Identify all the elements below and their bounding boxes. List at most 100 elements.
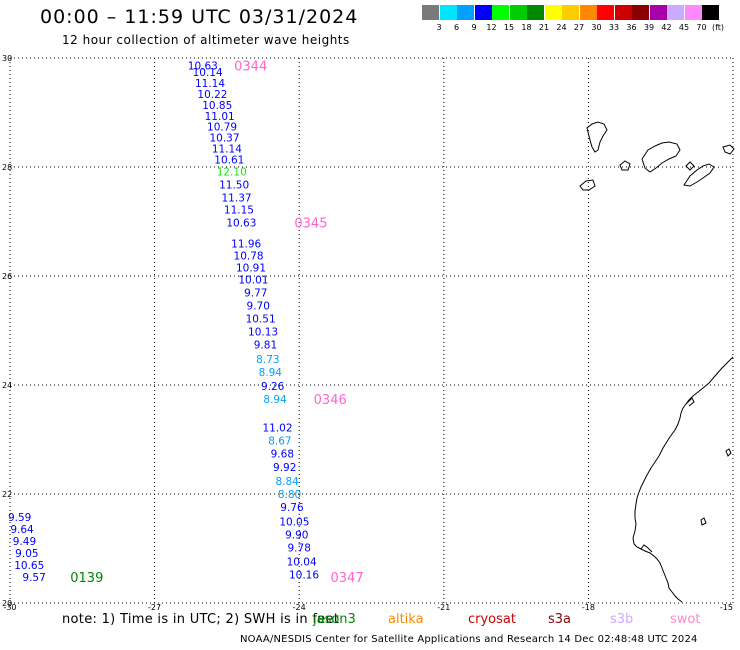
legend-label: 70 — [696, 23, 707, 32]
wave-height-label: 9.78 — [288, 542, 311, 554]
legend-label: 36 — [626, 23, 637, 32]
color-legend: 3 6 9 12 15 18 21 24 27 30 33 36 39 42 45 70 (ft) — [422, 5, 732, 35]
legend-swatch — [579, 5, 597, 20]
graticule-grid — [9, 57, 734, 604]
wave-height-label: 9.59 — [8, 512, 31, 524]
lat-tick-label: 28 — [2, 163, 12, 172]
satellite-altika: altika — [388, 612, 424, 627]
legend-swatch — [684, 5, 702, 20]
legend-unit: (ft) — [712, 23, 725, 32]
legend-label: 6 — [453, 23, 460, 32]
wave-height-label: 10.22 — [197, 89, 227, 101]
legend-label: 9 — [471, 23, 477, 32]
wave-height-label: 10.63 — [226, 218, 256, 230]
wave-height-label: 10.14 — [193, 67, 223, 79]
legend-swatch — [509, 5, 527, 20]
wave-height-label: 11.14 — [195, 78, 225, 90]
lon-tick-label: -24 — [293, 603, 306, 612]
wave-height-label: 9.57 — [22, 572, 45, 584]
wave-height-label: 9.05 — [15, 548, 38, 560]
satellite-jason3: jason3 — [313, 612, 356, 627]
wave-height-label: 10.79 — [207, 122, 237, 134]
legend-swatch — [702, 5, 719, 20]
wave-height-label: 10.78 — [234, 250, 264, 262]
coastline — [579, 121, 735, 603]
wave-height-label: 9.90 — [285, 529, 308, 541]
wave-height-label: 11.01 — [205, 111, 235, 123]
island-la-palma — [586, 121, 608, 153]
wave-height-label: 8.84 — [275, 476, 299, 488]
legend-label: 3 — [436, 23, 442, 32]
wave-height-label: 11.02 — [262, 423, 292, 435]
wave-height-label: 8.73 — [256, 354, 279, 366]
wave-height-label: 10.13 — [248, 327, 278, 339]
legend-swatch — [649, 5, 667, 20]
lon-tick-label: -21 — [437, 603, 450, 612]
legend-label: 30 — [591, 23, 602, 32]
legend-label: 45 — [678, 23, 690, 32]
lat-tick-label: 26 — [2, 272, 12, 281]
wave-height-label: 11.96 — [231, 238, 261, 250]
pass-time-label: 0345 — [294, 217, 327, 232]
legend-label: 15 — [503, 23, 515, 32]
island-lanzarote — [722, 144, 735, 155]
wave-height-label: 10.91 — [236, 262, 266, 274]
wave-height-label: 12.10 — [217, 166, 247, 178]
legend-label: 27 — [573, 23, 585, 32]
legend-label: 24 — [556, 23, 567, 32]
legend-label: 39 — [643, 23, 655, 32]
lon-tick-label: -30 — [3, 603, 16, 612]
legend-label: 33 — [608, 23, 620, 32]
wave-height-label: 11.14 — [212, 143, 242, 155]
wave-height-label: 9.68 — [271, 449, 294, 461]
map-subtitle: 12 hour collection of altimeter wave hei… — [62, 33, 350, 47]
island-tenerife-east — [685, 161, 695, 171]
wave-height-label: 11.50 — [219, 179, 249, 191]
island-cape-verde-a — [725, 448, 732, 457]
lon-tick-label: -27 — [148, 603, 161, 612]
west-sahara-inlet — [640, 544, 653, 553]
legend-swatch — [439, 5, 457, 20]
legend-label: 42 — [661, 23, 672, 32]
lat-tick-label: 20 — [2, 599, 12, 608]
wave-height-label: 10.61 — [214, 154, 244, 166]
legend-swatch — [614, 5, 632, 20]
legend-swatch — [667, 5, 684, 20]
cape-detail — [685, 397, 695, 407]
legend-swatch — [527, 5, 544, 20]
lon-tick-label: -15 — [720, 603, 733, 612]
lat-tick-label: 22 — [2, 490, 12, 499]
wave-height-label: 11.37 — [222, 193, 252, 205]
pass-time-labels: 0344 0345 0346 0347 0139 — [70, 60, 363, 586]
island-hierro — [579, 179, 596, 191]
wave-height-label: 9.76 — [280, 502, 304, 514]
wave-height-label: 9.92 — [273, 462, 296, 474]
wave-height-label: 10.04 — [287, 557, 317, 569]
legend-swatch — [562, 5, 579, 20]
legend-label: 18 — [521, 23, 532, 32]
note-text: note: 1) Time is in UTC; 2) SWH is in fe… — [62, 612, 340, 627]
island-gran-canaria — [641, 141, 681, 173]
wave-height-label: 9.26 — [261, 381, 285, 393]
wave-height-label: 9.64 — [10, 524, 34, 536]
lat-tick-label: 24 — [2, 381, 12, 390]
satellite-cryosat: cryosat — [468, 612, 516, 627]
lat-tick-label: 30 — [2, 54, 12, 63]
legend-swatch — [632, 5, 649, 20]
wave-height-label: 10.16 — [289, 570, 319, 582]
credit-line: NOAA/NESDIS Center for Satellite Applica… — [240, 634, 698, 645]
wave-height-label: 8.94 — [263, 394, 287, 406]
pass-time-label: 0344 — [234, 60, 267, 75]
legend-swatch — [544, 5, 562, 20]
island-cape-verde-b — [700, 517, 707, 526]
wave-height-label: 9.49 — [13, 536, 36, 548]
legend-swatch — [492, 5, 509, 20]
wave-height-label: 8.94 — [259, 367, 283, 379]
axis-ticks: -30 -27 -24 -21 -18 -15 30 28 26 24 22 20 — [2, 54, 733, 612]
africa-coast — [632, 356, 734, 603]
wave-height-label: 10.63 — [188, 61, 218, 73]
wave-height-label: 9.81 — [254, 340, 277, 352]
wave-height-label: 8.67 — [268, 436, 291, 448]
legend-label: 21 — [538, 23, 550, 32]
